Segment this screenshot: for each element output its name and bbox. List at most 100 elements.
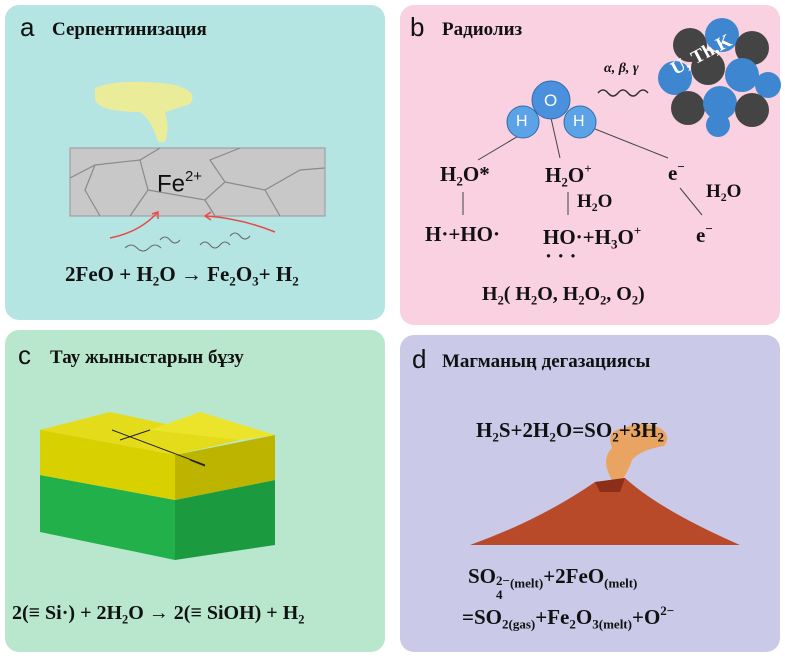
water-molecule — [506, 80, 597, 139]
formula-part: 2 — [292, 273, 299, 289]
ellipsis: · · · — [545, 244, 577, 268]
volcano — [470, 424, 740, 545]
shape — [550, 117, 561, 159]
formula-part: O — [726, 181, 742, 202]
formula-part: +O — [631, 605, 661, 630]
atom: H — [573, 113, 585, 130]
equation: H2S+2H2O=SO2+3H2 — [476, 420, 664, 444]
atom: H — [516, 113, 528, 130]
shape — [109, 211, 159, 239]
formula-part: 2 — [549, 429, 556, 445]
panel-label: c — [18, 340, 31, 370]
formula-part: O — [584, 283, 601, 305]
panel-label: b — [410, 12, 425, 42]
ion-symbol: Fe — [157, 170, 186, 198]
shape — [725, 58, 759, 92]
product: H2O* — [440, 164, 490, 188]
shape — [119, 429, 151, 441]
formula-part: (melt) — [509, 575, 544, 591]
formula-part: 2− — [496, 572, 510, 588]
formula-part: H — [706, 181, 721, 202]
formula-part: 3 — [610, 236, 618, 252]
shape — [150, 412, 275, 440]
formula-part: 2 — [492, 429, 499, 445]
shape — [531, 80, 571, 120]
formula-part: 2 — [569, 616, 576, 632]
formula-part: 2FeO + H — [65, 262, 153, 286]
shape — [755, 72, 781, 98]
formula-part: H — [482, 283, 498, 305]
shape — [691, 51, 725, 85]
product: e− — [668, 160, 685, 184]
formula-part: 2 — [122, 612, 129, 627]
formula-part: , O — [606, 283, 632, 305]
formula-part: 2 — [530, 293, 538, 308]
ion: Fe2+ — [157, 170, 202, 196]
formula-part: +Fe — [535, 605, 570, 630]
shape — [40, 430, 175, 500]
arrows — [109, 210, 276, 239]
formula-part: (melt) — [604, 575, 638, 591]
formula-part: 2 — [578, 293, 585, 308]
fault-block — [40, 412, 275, 560]
formula-part: 2 — [591, 201, 598, 215]
formula-part: − — [705, 221, 713, 236]
grain-boundaries — [69, 147, 326, 217]
shape — [175, 435, 275, 500]
product: e− — [696, 222, 713, 246]
equation: 2FeO + H2O → Fe2O3+ H2 — [65, 264, 299, 288]
product: H2( H2O, H2O2, O2) — [482, 284, 645, 307]
ion-charge: 2+ — [185, 169, 202, 185]
formula-part: 2(≡ Si·) + 2H — [12, 602, 123, 624]
shape — [584, 124, 669, 159]
formula-part: O=SO — [555, 418, 613, 442]
panel-title: Радиолиз — [442, 19, 523, 40]
shape — [204, 215, 276, 233]
shape — [705, 18, 739, 52]
shape — [706, 113, 730, 137]
atom: O — [544, 91, 558, 110]
formula-part: + — [633, 223, 642, 238]
formula-part: O — [575, 605, 593, 630]
water-traces — [124, 232, 251, 252]
formula-part: 3 — [252, 273, 259, 289]
formula-part: O, H — [537, 283, 579, 305]
formula-part: O — [597, 191, 613, 212]
shape — [658, 61, 692, 95]
formula-part: O* — [462, 162, 490, 186]
shape — [595, 478, 625, 492]
shape — [229, 232, 251, 240]
mineral-grain — [69, 147, 326, 217]
formula-part: 2 — [456, 173, 463, 189]
formula-part: 2− — [660, 603, 675, 618]
formula-part: ( H — [503, 283, 531, 305]
formula-part: H — [577, 191, 592, 212]
formula-part: SO — [468, 564, 497, 588]
shape — [671, 91, 705, 125]
shape — [199, 241, 231, 249]
shape — [189, 459, 206, 467]
panel-title: Тау жыныстарын бұзу — [50, 347, 244, 368]
shape — [40, 475, 175, 560]
charge-stack: 2− 4 — [496, 574, 510, 601]
formula-part: 2 — [720, 191, 727, 205]
formula-part: O → Fe — [159, 262, 230, 286]
formula-part: S+2H — [498, 418, 550, 442]
formula-part: H — [545, 163, 562, 188]
formula-part: O — [617, 225, 634, 250]
formula-part: O — [567, 163, 585, 188]
formula-part: + — [584, 161, 592, 176]
product: H2O+ — [545, 162, 592, 189]
panel-label: a — [20, 12, 35, 42]
shape — [69, 147, 326, 217]
formula-part: 3(melt) — [592, 616, 632, 632]
shape — [124, 244, 162, 252]
equation: =SO2(gas)+Fe2O3(melt)+O2− — [462, 604, 674, 631]
formula-part: − — [677, 159, 685, 174]
product: H2O — [706, 182, 741, 204]
formula-part: HO·+H — [543, 225, 611, 250]
formula-part: 2 — [497, 293, 504, 308]
shape — [673, 28, 707, 62]
